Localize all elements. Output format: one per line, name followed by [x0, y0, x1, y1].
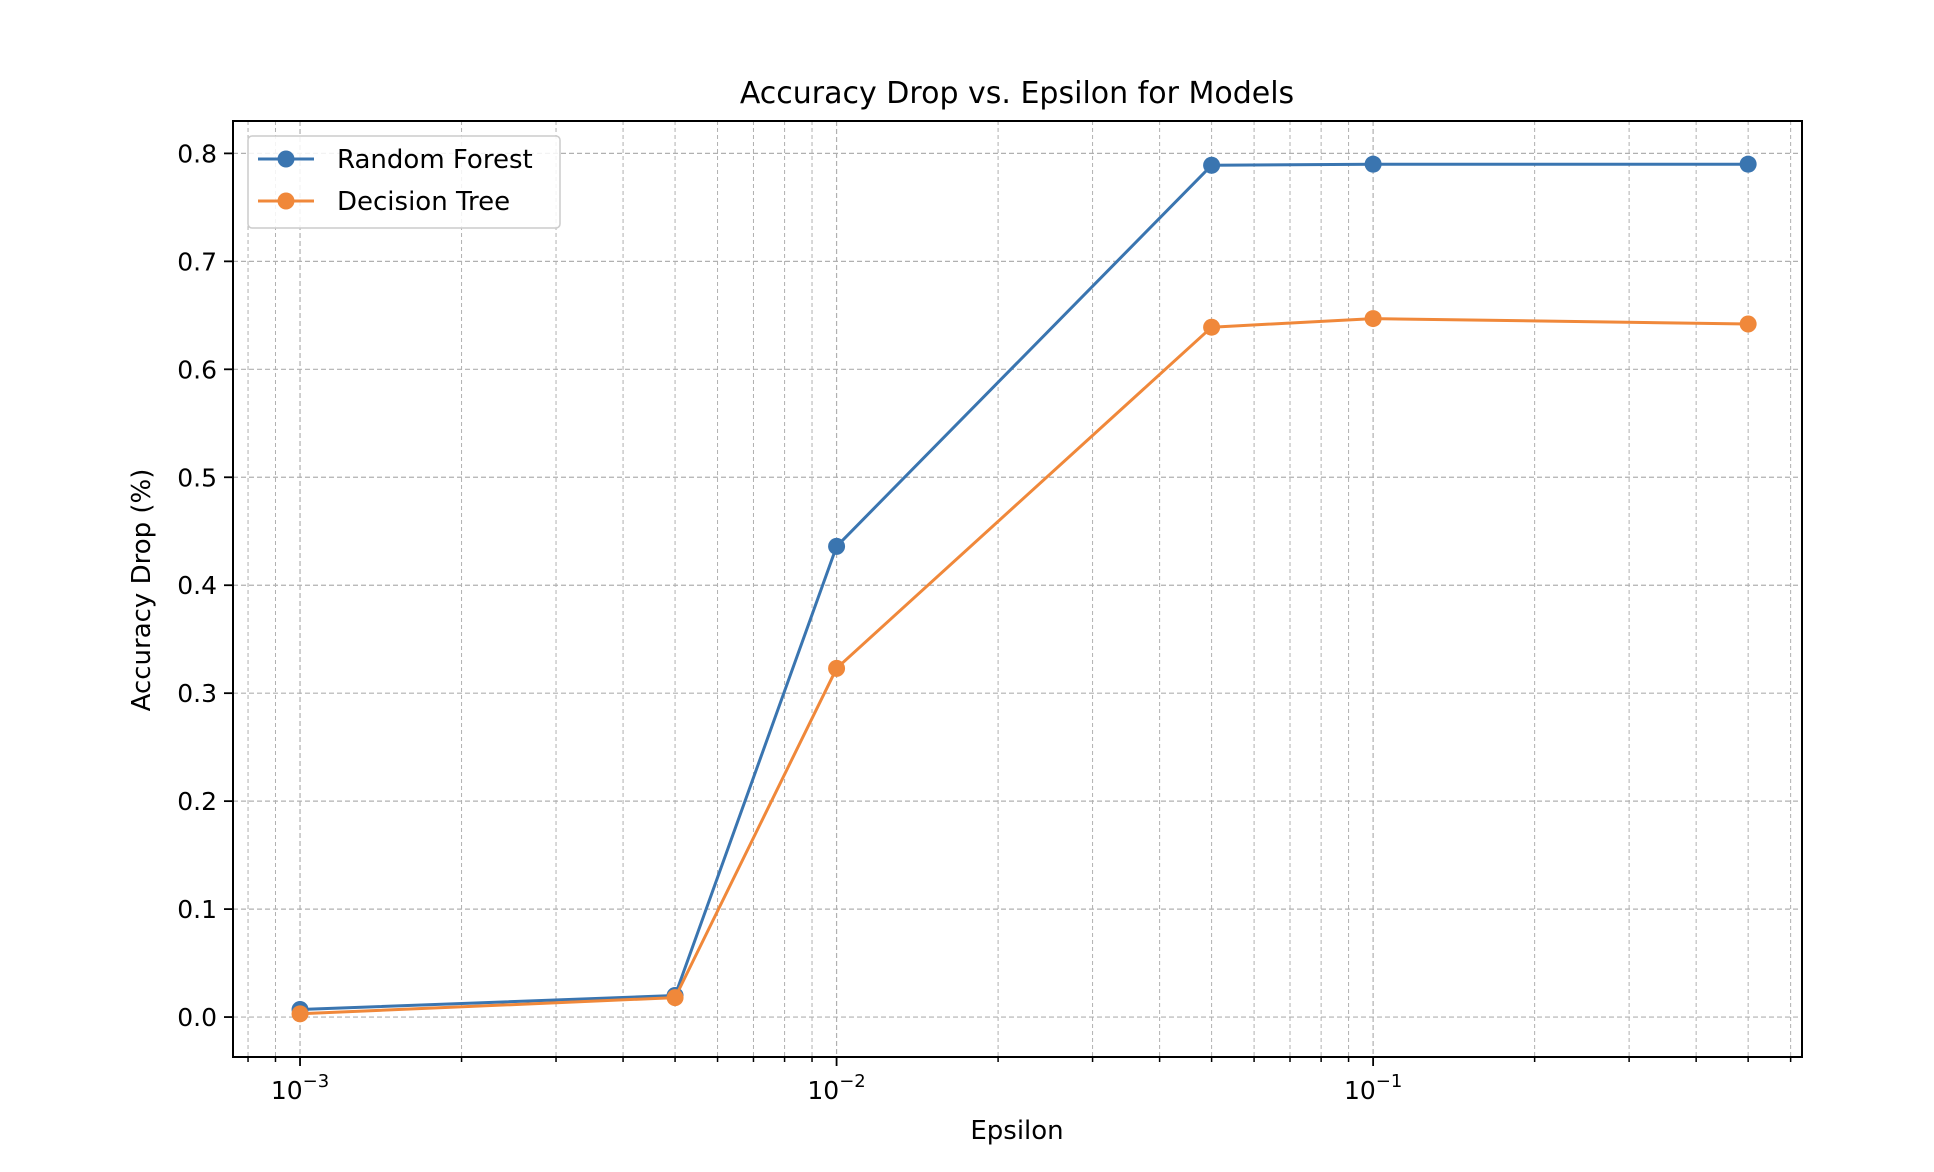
data-point	[828, 659, 846, 677]
legend-label: Random Forest	[337, 145, 533, 175]
series-layer	[291, 155, 1757, 1023]
x-tick-label: 10−3	[271, 1071, 329, 1105]
data-point	[828, 537, 846, 555]
legend-marker	[277, 192, 295, 210]
data-point	[1364, 310, 1382, 328]
axis-ticks: 10−3 10−2 10−1 0.0 0.1 0.2 0.3 0.4 0.5 0.6 0.7 0.8	[177, 139, 1792, 1105]
y-tick-label: 0.8	[177, 139, 217, 168]
y-tick-label: 0.2	[177, 787, 217, 816]
legend-box	[247, 135, 561, 229]
x-axis-label: Epsilon	[970, 1116, 1063, 1146]
grid	[233, 121, 1802, 1057]
series-line	[299, 162, 1749, 1011]
chart-title: Accuracy Drop vs. Epsilon for Models	[740, 76, 1294, 111]
x-tick-label: 10−2	[807, 1071, 865, 1105]
y-tick-label: 0.1	[177, 895, 217, 924]
y-axis-label: Accuracy Drop (%)	[127, 469, 157, 712]
series-line	[299, 317, 1749, 1016]
series-1	[291, 310, 1757, 1023]
y-tick-label: 0.0	[177, 1003, 217, 1032]
legend: Random Forest Decision Tree	[247, 135, 561, 229]
series-0	[291, 155, 1757, 1018]
data-point	[1364, 155, 1382, 173]
data-point	[291, 1005, 309, 1023]
data-point	[1739, 155, 1757, 173]
plot-frame	[232, 120, 1803, 1058]
y-tick-label: 0.7	[177, 247, 217, 276]
data-point	[1203, 318, 1221, 336]
legend-marker	[277, 150, 295, 168]
data-point	[666, 989, 684, 1007]
data-point	[1739, 315, 1757, 333]
x-tick-label: 10−1	[1344, 1071, 1402, 1105]
y-tick-label: 0.3	[177, 679, 217, 708]
legend-label: Decision Tree	[337, 187, 510, 217]
y-tick-label: 0.4	[177, 571, 217, 600]
data-point	[1203, 156, 1221, 174]
y-tick-label: 0.6	[177, 355, 217, 384]
y-tick-label: 0.5	[177, 463, 217, 492]
